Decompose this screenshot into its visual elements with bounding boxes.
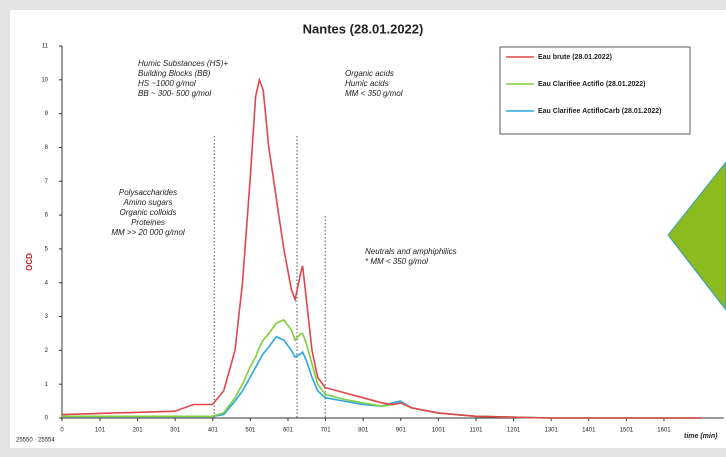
series-line [61, 76, 702, 419]
y-tick-label: 1 [45, 382, 49, 388]
annotation: Organic acids [345, 69, 394, 78]
x-tick-label: 701 [321, 428, 332, 434]
y-tick-label: 10 [41, 77, 48, 83]
y-tick-label: 9 [45, 111, 49, 117]
series-line [62, 335, 702, 419]
annotation: Neutrals and amphiphilics [365, 247, 457, 256]
x-tick-label: 1401 [582, 428, 596, 434]
x-tick-label: 501 [245, 428, 256, 434]
annotation: BB ~ 300- 500 g/mol [138, 89, 211, 98]
annotation: Organic colloids [120, 208, 177, 217]
footnote: 25550 · 25554 [16, 438, 55, 444]
x-tick-label: 1601 [657, 428, 671, 434]
annotation: Humic Substances (HS)+ [138, 59, 228, 68]
x-tick-label: 1501 [620, 428, 634, 434]
y-tick-label: 6 [45, 213, 49, 219]
x-tick-label: 0 [60, 428, 64, 434]
annotation: MM < 350 g/mol [345, 89, 403, 98]
x-tick-label: 1301 [544, 428, 558, 434]
legend-label: Eau Clarifiee ActifloCarb (28.01.2022) [538, 108, 661, 115]
annotation: HS ~1000 g/mol [138, 79, 196, 88]
x-tick-label: 401 [208, 428, 219, 434]
x-tick-label: 1001 [432, 428, 446, 434]
legend-box [499, 46, 691, 135]
x-tick-label: 901 [396, 428, 407, 434]
y-tick-label: 3 [45, 314, 49, 320]
annotation: Amino sugars [123, 198, 173, 207]
y-axis-label: OCD [25, 253, 34, 271]
annotation: Proteines [131, 218, 165, 227]
y-tick-label: 5 [45, 246, 49, 252]
y-tick-label: 11 [42, 44, 49, 50]
x-tick-label: 1101 [470, 428, 484, 434]
x-tick-label: 201 [133, 428, 144, 434]
annotation: * MM < 350 g/mol [365, 257, 428, 266]
decor-diamond [667, 161, 726, 311]
y-tick-label: 8 [45, 145, 49, 151]
annotation: MM >> 20 000 g/mol [111, 228, 185, 237]
legend-label: Eau Clarifiee Actiflo (28.01.2022) [538, 81, 646, 88]
annotation: Humic acids [345, 79, 389, 88]
x-axis-label: time (min) [684, 433, 718, 440]
annotation: Building Blocks (BB) [138, 69, 211, 78]
legend-label: Eau brute (28.01.2022) [538, 54, 612, 61]
y-tick-label: 0 [45, 416, 49, 422]
chart-title: Nantes (28.01.2022) [303, 21, 424, 36]
x-tick-label: 801 [358, 428, 369, 434]
x-tick-label: 301 [170, 428, 181, 434]
x-tick-label: 1201 [507, 428, 521, 434]
x-tick-label: 601 [283, 428, 294, 434]
annotation: Polysaccharides [119, 188, 177, 197]
y-tick-label: 7 [45, 179, 49, 185]
y-tick-label: 2 [45, 348, 49, 354]
y-tick-label: 4 [45, 280, 49, 286]
x-tick-label: 101 [95, 428, 106, 434]
